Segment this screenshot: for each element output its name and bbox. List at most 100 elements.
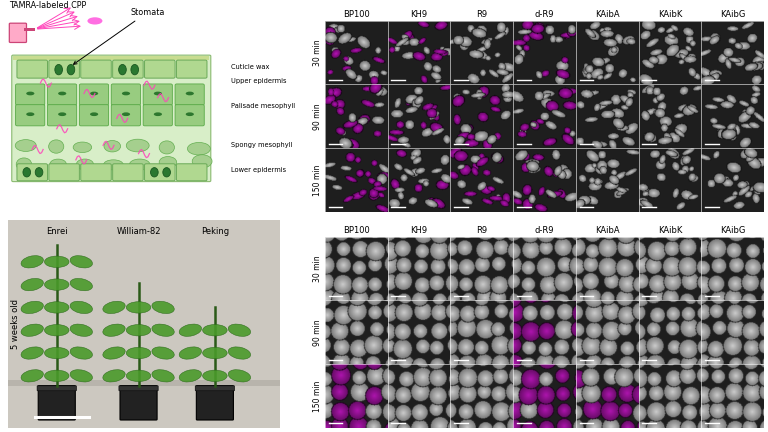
FancyBboxPatch shape (111, 84, 141, 105)
Ellipse shape (118, 64, 126, 75)
Ellipse shape (58, 112, 66, 116)
Text: KAibK: KAibK (658, 10, 682, 19)
FancyBboxPatch shape (12, 55, 210, 181)
Ellipse shape (45, 302, 69, 313)
Ellipse shape (70, 256, 92, 268)
Text: KAibG: KAibG (720, 226, 746, 235)
Text: 5 weeks old: 5 weeks old (12, 299, 21, 349)
Ellipse shape (35, 168, 43, 177)
Bar (13, 56, 210, 60)
FancyBboxPatch shape (144, 164, 175, 181)
Bar (24, 28, 35, 31)
Text: KH9: KH9 (410, 10, 428, 19)
Text: KAibA: KAibA (595, 10, 620, 19)
Text: Lower epidermis: Lower epidermis (231, 167, 286, 173)
Ellipse shape (152, 324, 174, 337)
FancyBboxPatch shape (81, 60, 111, 78)
Text: BP100: BP100 (343, 226, 369, 235)
FancyBboxPatch shape (17, 60, 48, 78)
Ellipse shape (122, 92, 130, 95)
Ellipse shape (129, 159, 150, 170)
FancyBboxPatch shape (15, 105, 45, 126)
FancyBboxPatch shape (48, 105, 77, 126)
Ellipse shape (192, 155, 212, 168)
FancyBboxPatch shape (144, 60, 175, 78)
Text: Palisade mesophyll: Palisade mesophyll (231, 103, 296, 109)
FancyBboxPatch shape (49, 60, 79, 78)
Text: 30 min: 30 min (313, 255, 322, 282)
Ellipse shape (21, 370, 44, 382)
FancyBboxPatch shape (113, 164, 143, 181)
Text: Upper epidermis: Upper epidermis (231, 78, 286, 84)
FancyBboxPatch shape (119, 386, 158, 391)
Text: d-R9: d-R9 (535, 10, 554, 19)
Text: BP100: BP100 (343, 10, 369, 19)
Ellipse shape (26, 112, 35, 116)
Text: d-R9: d-R9 (535, 226, 554, 235)
Ellipse shape (70, 279, 92, 291)
FancyBboxPatch shape (113, 60, 143, 78)
Ellipse shape (179, 347, 201, 359)
FancyBboxPatch shape (177, 60, 207, 78)
Ellipse shape (45, 256, 69, 267)
FancyBboxPatch shape (37, 386, 76, 391)
FancyBboxPatch shape (38, 386, 75, 420)
Ellipse shape (152, 370, 174, 382)
Text: 30 min: 30 min (313, 39, 322, 66)
Ellipse shape (159, 156, 177, 168)
Ellipse shape (55, 64, 62, 75)
Ellipse shape (21, 301, 44, 314)
Ellipse shape (179, 370, 201, 382)
Ellipse shape (70, 347, 92, 359)
FancyBboxPatch shape (197, 386, 233, 420)
FancyBboxPatch shape (48, 84, 77, 105)
Ellipse shape (187, 143, 210, 155)
Text: Cuticle wax: Cuticle wax (231, 64, 270, 70)
Ellipse shape (15, 140, 36, 152)
Text: 90 min: 90 min (313, 319, 322, 346)
Text: KAibA: KAibA (595, 226, 620, 235)
Text: KAibG: KAibG (720, 10, 746, 19)
Ellipse shape (21, 324, 44, 337)
Ellipse shape (45, 347, 69, 359)
Text: TAMRA-labeled CPP: TAMRA-labeled CPP (9, 1, 86, 10)
Text: R9: R9 (476, 10, 488, 19)
Ellipse shape (228, 370, 250, 382)
Ellipse shape (203, 347, 227, 359)
FancyBboxPatch shape (143, 84, 172, 105)
FancyBboxPatch shape (111, 105, 141, 126)
Ellipse shape (228, 324, 250, 337)
Ellipse shape (21, 279, 44, 291)
Ellipse shape (104, 160, 124, 170)
Text: Enrei: Enrei (46, 226, 68, 235)
Text: William-82: William-82 (116, 226, 161, 235)
Text: Peking: Peking (200, 226, 229, 235)
Ellipse shape (45, 324, 69, 336)
Ellipse shape (45, 279, 69, 290)
Ellipse shape (152, 301, 174, 314)
Text: R9: R9 (476, 226, 488, 235)
Ellipse shape (48, 140, 64, 153)
Ellipse shape (126, 302, 151, 313)
FancyBboxPatch shape (15, 84, 45, 105)
Ellipse shape (159, 141, 174, 154)
Text: KAibK: KAibK (658, 226, 682, 235)
Ellipse shape (122, 112, 130, 116)
Text: Stomata: Stomata (74, 8, 165, 64)
Ellipse shape (23, 168, 31, 177)
FancyBboxPatch shape (195, 386, 234, 391)
Ellipse shape (70, 370, 92, 382)
Text: Spongy mesophyll: Spongy mesophyll (231, 142, 293, 148)
FancyBboxPatch shape (49, 164, 79, 181)
FancyBboxPatch shape (175, 105, 204, 126)
Ellipse shape (45, 370, 69, 381)
Ellipse shape (70, 301, 92, 314)
Ellipse shape (90, 112, 98, 116)
Ellipse shape (126, 139, 149, 152)
FancyBboxPatch shape (120, 386, 157, 420)
Ellipse shape (152, 347, 174, 359)
Ellipse shape (186, 92, 194, 95)
FancyBboxPatch shape (81, 164, 111, 181)
Text: 150 min: 150 min (313, 164, 322, 196)
Ellipse shape (103, 370, 125, 382)
